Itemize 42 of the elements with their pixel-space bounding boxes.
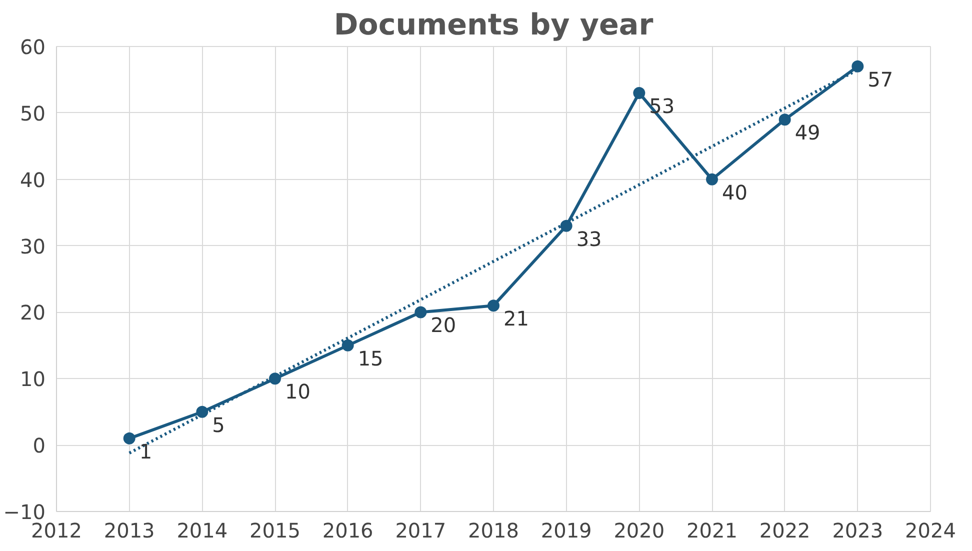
- point: [633, 87, 646, 99]
- y-tick-label: 10: [20, 367, 46, 392]
- data-label: 5: [212, 412, 225, 437]
- data-label: 49: [794, 120, 820, 145]
- x-tick-label: 2020: [614, 518, 665, 542]
- data-label: 33: [576, 226, 602, 251]
- x-tick-label: 2024: [905, 518, 956, 542]
- x-tick-label: 2014: [176, 518, 228, 542]
- y-tick-label: 60: [20, 35, 46, 59]
- point: [706, 173, 718, 186]
- point: [269, 372, 281, 385]
- point: [414, 306, 427, 318]
- data-label: 10: [285, 380, 310, 404]
- point: [852, 60, 864, 72]
- x-tick-label: 2022: [759, 518, 810, 542]
- x-tick-label: 2015: [250, 518, 300, 542]
- x-tick-label: 2019: [540, 518, 592, 542]
- x-tick-label: 2023: [832, 518, 884, 542]
- data-label: 15: [358, 346, 384, 370]
- y-tick-label: 20: [20, 300, 46, 325]
- y-tick-label: 50: [20, 101, 46, 126]
- y-tick-label: 40: [20, 168, 46, 192]
- x-tick-label: 2017: [395, 518, 446, 542]
- y-tick-label: 0: [32, 434, 46, 458]
- point: [123, 432, 136, 444]
- data-label: 1: [139, 439, 152, 464]
- data-label: 53: [649, 94, 675, 118]
- point: [778, 114, 791, 126]
- x-tick-label: 2018: [468, 518, 519, 542]
- data-label: 57: [868, 67, 894, 92]
- x-tick-label: 2016: [322, 518, 374, 542]
- y-tick-label: 30: [20, 234, 46, 258]
- data-label: 21: [504, 306, 529, 331]
- point: [488, 300, 500, 312]
- data-label: 20: [430, 313, 456, 338]
- chart-title: Documents by year: [334, 8, 654, 42]
- point: [560, 220, 572, 232]
- point: [196, 406, 208, 418]
- point: [342, 339, 354, 352]
- x-tick-label: 2013: [104, 518, 155, 542]
- data-label: 40: [722, 180, 748, 204]
- x-tick-label: 2021: [686, 518, 738, 542]
